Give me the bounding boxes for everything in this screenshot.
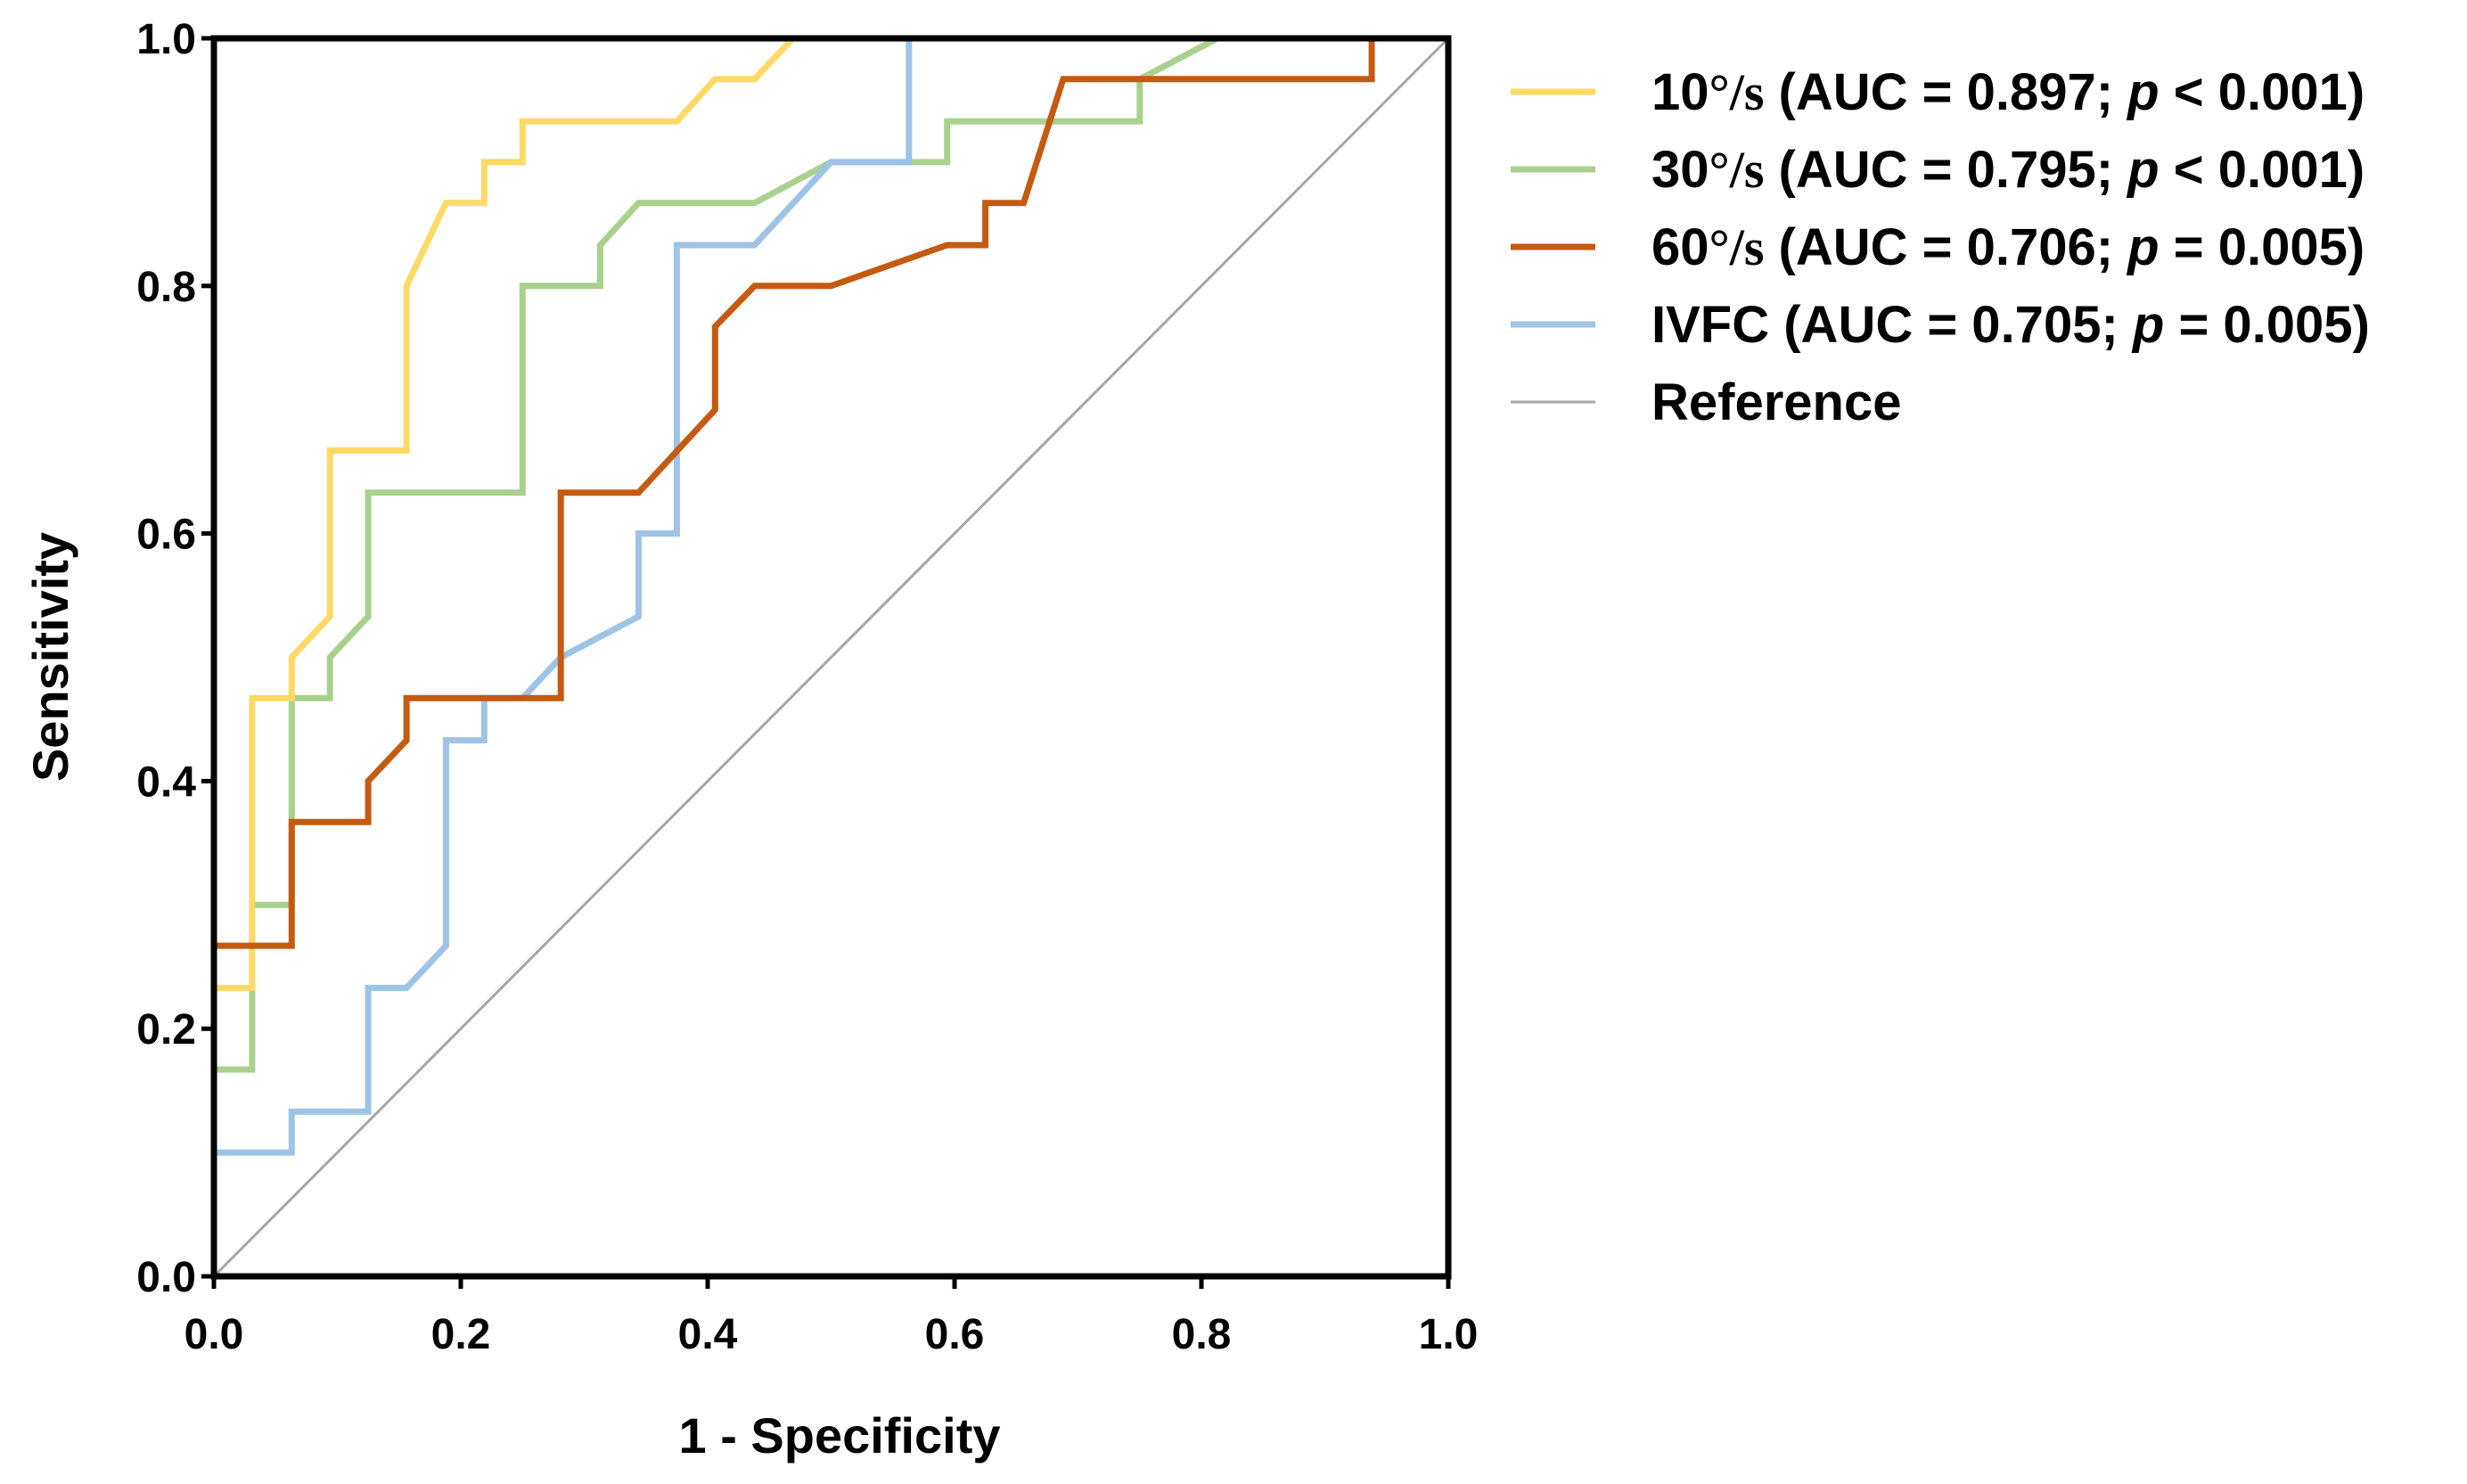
x-tick-label: 0.2 xyxy=(431,1311,491,1358)
y-tick-label: 0.0 xyxy=(136,1254,196,1301)
legend-label-30: 30°/s (AUC = 0.795; p < 0.001) xyxy=(1651,141,2365,199)
y-tick-label: 0.8 xyxy=(136,264,196,311)
series-line-10 xyxy=(210,35,1448,1276)
legend-label-reference: Reference xyxy=(1651,373,1901,431)
y-axis-title: Sensitivity xyxy=(22,532,78,782)
x-tick-label: 0.0 xyxy=(184,1311,244,1358)
x-tick-label: 0.4 xyxy=(678,1311,738,1358)
plot-area-frame xyxy=(210,35,1452,1280)
x-tick-label: 0.6 xyxy=(925,1311,985,1358)
series-line-30 xyxy=(210,35,1448,1276)
y-tick-label: 0.4 xyxy=(136,758,196,806)
y-tick-label: 1.0 xyxy=(136,16,196,63)
series-layer xyxy=(210,35,1450,1278)
x-tick-label: 0.8 xyxy=(1172,1311,1232,1358)
y-tick-label: 0.2 xyxy=(136,1006,196,1054)
series-line-60 xyxy=(210,35,1448,1276)
x-tick-label: 1.0 xyxy=(1419,1311,1479,1358)
x-axis-title: 1 - Specificity xyxy=(678,1407,1000,1464)
axes-layer: 0.0 0.2 0.4 0.6 0.8 1.0 0.0 0.2 0.4 0.6 0.8 1.0 xyxy=(136,16,1478,1358)
legend-label-ivfc: IVFC (AUC = 0.705; p = 0.005) xyxy=(1651,296,2370,354)
legend-label-10: 10°/s (AUC = 0.897; p < 0.001) xyxy=(1651,63,2365,121)
legend: 10°/s (AUC = 0.897; p < 0.001) 30°/s (AUC… xyxy=(1511,63,2370,431)
series-line-reference xyxy=(212,37,1450,1278)
legend-label-60: 60°/s (AUC = 0.706; p = 0.005) xyxy=(1651,218,2365,276)
y-tick-label: 0.6 xyxy=(136,512,196,559)
